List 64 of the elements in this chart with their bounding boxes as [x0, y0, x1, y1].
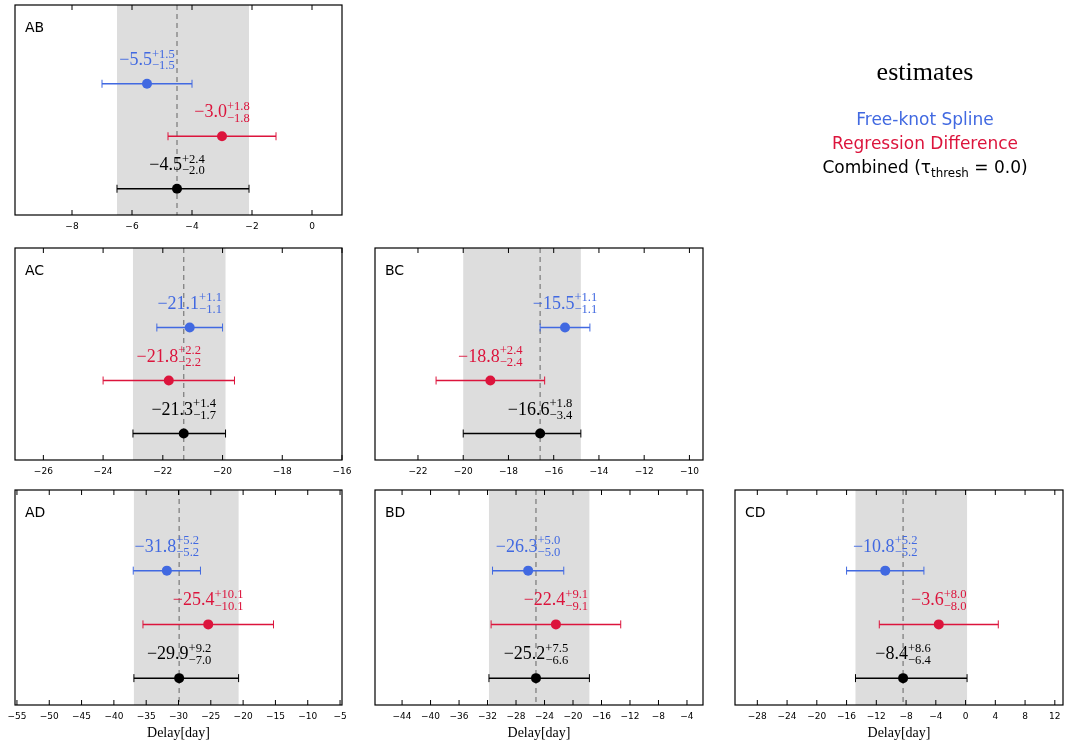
x-tick-label: −24 [777, 711, 797, 721]
x-tick-label: −16 [837, 711, 857, 721]
text: Combined (τ$_{thresh}$ = 0.0) [822, 157, 1028, 181]
x-tick-label: −12 [866, 711, 886, 721]
x-tick-label: −12 [634, 466, 654, 476]
text: AB [25, 19, 45, 35]
x-tick-label: −8 [899, 711, 913, 721]
x-tick-label: −35 [136, 711, 156, 721]
x-tick-label: −24 [535, 711, 555, 721]
x-tick-label: −36 [449, 711, 469, 721]
x-tick-label: −45 [72, 711, 92, 721]
x-tick-label: 0 [962, 711, 969, 721]
x-tick-label: −20 [563, 711, 583, 721]
x-tick-label: 12 [1049, 711, 1061, 721]
text: Regression Difference [831, 133, 1019, 153]
x-tick-label: 0 [309, 221, 316, 231]
x-tick-label: −20 [233, 711, 253, 721]
x-tick-label: −4 [680, 711, 694, 721]
x-tick-label: −8 [65, 221, 79, 231]
x-tick-label: 8 [1022, 711, 1029, 721]
x-axis-title: Delay[day] [867, 725, 931, 740]
x-axis-title: Delay[day] [147, 725, 210, 740]
x-tick-label: −12 [620, 711, 640, 721]
x-tick-label: −16 [544, 466, 564, 476]
x-tick-label: −18 [498, 466, 519, 476]
x-tick-label: −4 [929, 711, 943, 721]
legend-title: estimates [876, 57, 974, 86]
x-tick-label: −22 [408, 466, 428, 476]
x-tick-label: 4 [992, 711, 999, 721]
text: AD [25, 504, 46, 520]
x-tick-label: −26 [33, 466, 54, 476]
x-tick-label: −30 [169, 711, 189, 721]
x-tick-label: −22 [153, 466, 173, 476]
x-tick-label: −44 [392, 711, 412, 721]
text: CD [745, 504, 766, 520]
x-tick-label: −20 [213, 466, 233, 476]
text: BC [385, 262, 405, 278]
x-tick-label: −24 [93, 466, 113, 476]
x-tick-label: −32 [478, 711, 498, 721]
x-axis-title: Delay[day] [507, 725, 571, 740]
x-tick-label: −28 [747, 711, 768, 721]
x-tick-label: −16 [332, 466, 352, 476]
x-tick-label: −14 [589, 466, 609, 476]
x-tick-label: −20 [807, 711, 827, 721]
x-tick-label: −2 [245, 221, 259, 231]
x-tick-label: −25 [201, 711, 221, 721]
x-tick-label: −8 [651, 711, 666, 721]
x-tick-label: −10 [679, 466, 700, 476]
x-tick-label: −18 [272, 466, 293, 476]
x-tick-label: −20 [453, 466, 473, 476]
text: Free-knot Spline [856, 109, 994, 129]
x-tick-label: −10 [298, 711, 318, 721]
x-tick-label: −16 [592, 711, 612, 721]
text: AC [25, 262, 45, 278]
x-tick-label: −50 [39, 711, 60, 721]
x-tick-label: −55 [7, 711, 27, 721]
x-tick-label: −40 [421, 711, 441, 721]
x-tick-label: −4 [185, 221, 199, 231]
x-tick-label: −6 [125, 221, 139, 231]
x-tick-label: −40 [104, 711, 124, 721]
text: BD [385, 504, 406, 520]
x-tick-label: −28 [506, 711, 526, 721]
x-tick-label: −15 [265, 711, 285, 721]
x-tick-label: −5 [333, 711, 347, 721]
